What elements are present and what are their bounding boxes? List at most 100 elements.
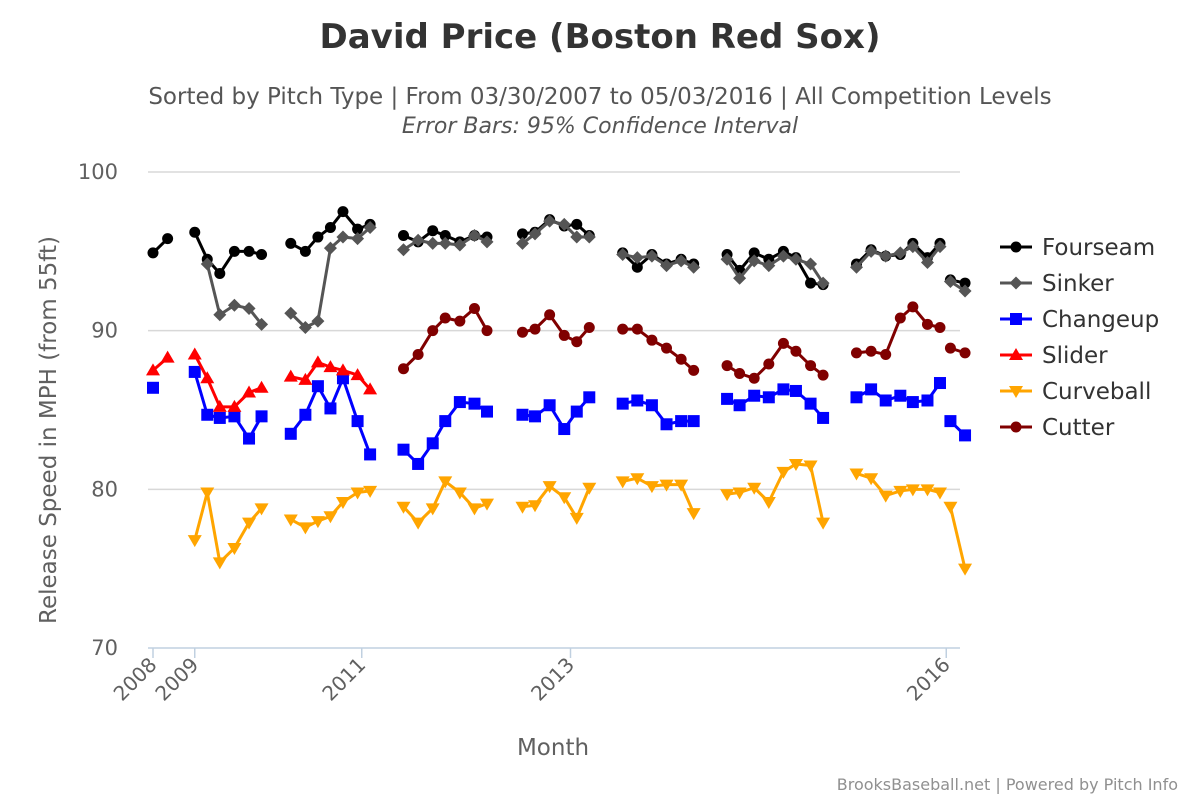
legend-label: Slider <box>1042 343 1108 369</box>
series-fourseam <box>147 206 971 291</box>
data-point <box>905 484 920 497</box>
y-axis-title: Release Speed in MPH (from 55ft) <box>36 236 62 624</box>
data-point <box>557 492 572 505</box>
data-point <box>453 396 466 409</box>
legend-item-slider[interactable]: Slider <box>1000 343 1108 369</box>
credits[interactable]: BrooksBaseball.net | Powered by Pitch In… <box>837 775 1178 794</box>
data-point <box>804 257 818 271</box>
data-point <box>921 394 934 407</box>
legend-symbol <box>1009 348 1023 360</box>
data-point <box>162 233 174 245</box>
data-point <box>468 302 480 314</box>
data-point <box>285 237 297 249</box>
data-point <box>675 353 687 365</box>
legend-item-curveball[interactable]: Curveball <box>1000 379 1151 405</box>
data-point <box>398 363 409 375</box>
series-sinker <box>200 214 972 334</box>
data-point <box>147 247 159 259</box>
y-tick-label: 80 <box>91 477 118 501</box>
data-point <box>147 381 159 394</box>
data-point <box>748 372 760 384</box>
data-point <box>515 236 529 250</box>
chart-subtitle: Sorted by Pitch Type | From 03/30/2007 t… <box>148 84 1051 110</box>
data-point <box>529 323 541 335</box>
grid <box>148 171 960 649</box>
data-point <box>467 503 482 516</box>
data-point <box>453 238 467 252</box>
data-point <box>880 348 892 360</box>
data-point <box>544 309 556 321</box>
data-point <box>732 487 747 500</box>
data-point <box>364 448 377 461</box>
data-point <box>363 485 378 498</box>
legend-label: Curveball <box>1042 379 1151 405</box>
data-point <box>720 252 734 266</box>
series-curveball <box>187 458 973 576</box>
data-point <box>200 257 214 271</box>
y-tick-label: 70 <box>91 636 118 660</box>
data-point <box>298 372 313 385</box>
data-point <box>363 221 377 235</box>
data-point <box>516 408 529 421</box>
data-point <box>284 427 297 440</box>
legend-item-fourseam[interactable]: Fourseam <box>1000 235 1155 261</box>
data-point <box>630 251 644 265</box>
data-point <box>616 397 629 410</box>
x-tick-label: 2016 <box>902 653 955 706</box>
data-point <box>959 277 971 289</box>
data-point <box>721 360 733 372</box>
data-point <box>879 394 892 407</box>
data-point <box>528 500 543 513</box>
data-point <box>480 235 494 249</box>
data-point <box>516 228 528 240</box>
data-point <box>958 563 973 576</box>
legend-item-changeup[interactable]: Changeup <box>1000 307 1159 333</box>
data-point <box>570 405 583 418</box>
data-point <box>849 468 864 481</box>
legend-item-cutter[interactable]: Cutter <box>1000 415 1115 441</box>
data-point <box>426 236 440 250</box>
data-point <box>674 254 688 268</box>
data-point <box>298 320 312 334</box>
data-point <box>943 274 957 288</box>
data-point <box>920 484 935 497</box>
data-point <box>816 276 830 290</box>
data-point <box>571 218 583 230</box>
data-point <box>864 244 878 258</box>
chart-title: David Price (Boston Red Sox) <box>320 17 881 57</box>
data-point <box>583 321 595 333</box>
data-point <box>481 325 493 337</box>
data-point <box>411 517 426 530</box>
data-point <box>363 382 378 395</box>
data-point <box>243 245 255 257</box>
data-point <box>427 225 439 237</box>
data-point <box>776 249 790 263</box>
legend[interactable]: Fourseam Sinker Changeup Slider Curveball Cut… <box>1000 235 1159 441</box>
data-point <box>227 543 242 556</box>
legend-item-sinker[interactable]: Sinker <box>1000 271 1114 297</box>
data-point <box>254 380 269 393</box>
data-point <box>850 391 863 404</box>
data-point <box>352 223 364 235</box>
data-point <box>645 399 658 412</box>
data-point <box>335 363 350 376</box>
series-changeup <box>147 365 972 470</box>
data-point <box>425 503 440 516</box>
data-point <box>894 312 906 324</box>
data-point <box>515 501 530 514</box>
data-point <box>299 408 312 421</box>
data-point <box>748 247 760 259</box>
data-point <box>557 217 571 231</box>
data-point <box>228 245 240 257</box>
x-axis-title: Month <box>517 735 589 761</box>
data-point <box>255 410 268 423</box>
data-point <box>439 312 451 324</box>
data-point <box>617 323 629 335</box>
data-point <box>188 365 201 378</box>
data-point <box>481 405 493 418</box>
data-point <box>426 437 439 450</box>
data-point <box>631 394 644 407</box>
data-point <box>747 482 762 495</box>
data-point <box>439 229 451 241</box>
data-point <box>335 497 350 510</box>
